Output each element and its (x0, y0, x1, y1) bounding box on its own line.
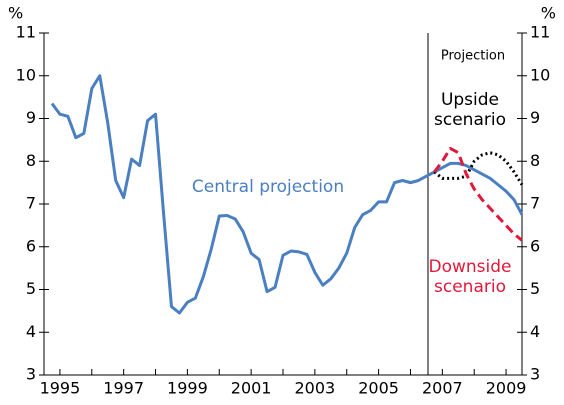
annotation: Downside (429, 257, 512, 277)
y2-tick-label: 10 (530, 65, 550, 84)
annotation: scenario (434, 277, 506, 297)
y-tick-label: 5 (26, 279, 36, 298)
x-tick-label: 1999 (167, 379, 208, 398)
y-tick-label: 6 (26, 236, 36, 255)
x-tick-label: 2003 (295, 379, 336, 398)
x-tick-label: 2005 (358, 379, 399, 398)
annotation: Projection (441, 49, 505, 64)
y-tick-label: 9 (26, 108, 36, 127)
series-line (433, 146, 523, 242)
y2-tick-label: 4 (530, 322, 540, 341)
annotation: Central projection (192, 177, 344, 197)
annotation: Upside (441, 90, 499, 110)
y2-tick-label: 5 (530, 279, 540, 298)
y2-tick-label: 8 (530, 151, 540, 170)
x-tick-label: 1997 (103, 379, 144, 398)
y-tick-label: 8 (26, 151, 36, 170)
y-tick-label: 7 (26, 194, 36, 213)
x-tick-label: 2009 (486, 379, 527, 398)
x-tick-label: 1995 (40, 379, 81, 398)
y2-tick-label: 11 (530, 23, 550, 42)
y-unit: % (8, 4, 23, 23)
x-tick-label: 2001 (231, 379, 272, 398)
y2-tick-label: 6 (530, 236, 540, 255)
series-line (433, 151, 524, 186)
y2-tick-label: 7 (530, 194, 540, 213)
series-line (50, 74, 524, 315)
annotation: scenario (434, 110, 506, 130)
x-tick-label: 2007 (422, 379, 463, 398)
y2-tick-label: 9 (530, 108, 540, 127)
y-tick-label: 3 (26, 365, 36, 384)
y-tick-label: 10 (16, 65, 36, 84)
y2-unit: % (541, 4, 556, 23)
y-tick-label: 4 (26, 322, 36, 341)
y2-tick-label: 3 (530, 365, 540, 384)
y-tick-label: 11 (16, 23, 36, 42)
